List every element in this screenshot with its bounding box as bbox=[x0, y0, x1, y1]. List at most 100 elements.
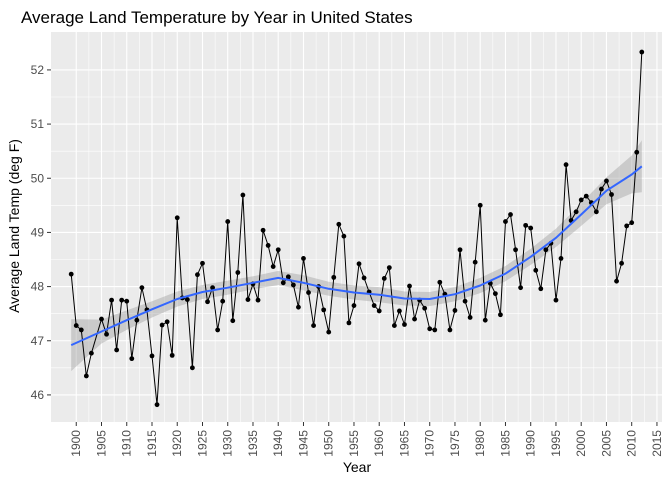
data-point bbox=[639, 49, 645, 55]
data-point bbox=[523, 222, 529, 228]
data-point bbox=[407, 283, 412, 289]
data-point bbox=[619, 260, 625, 266]
data-point bbox=[306, 290, 311, 295]
data-point bbox=[255, 297, 261, 303]
data-point bbox=[437, 279, 443, 285]
data-point bbox=[124, 298, 130, 304]
data-point bbox=[624, 223, 630, 229]
data-point bbox=[230, 318, 236, 324]
data-point bbox=[609, 192, 614, 197]
x-tick-label: 2015 bbox=[650, 430, 664, 457]
data-point bbox=[174, 215, 180, 221]
data-point bbox=[361, 275, 367, 281]
data-point bbox=[503, 219, 508, 224]
y-axis-title: Average Land Temp (deg F) bbox=[6, 139, 22, 313]
data-point bbox=[210, 285, 215, 291]
y-tick-label: 51 bbox=[31, 117, 45, 131]
y-tick-label: 46 bbox=[31, 388, 45, 402]
data-point bbox=[477, 202, 483, 208]
data-point bbox=[114, 347, 120, 353]
data-point bbox=[563, 162, 569, 168]
x-tick-label: 1910 bbox=[120, 430, 134, 457]
data-point bbox=[371, 303, 377, 308]
data-point bbox=[518, 285, 524, 291]
data-point bbox=[432, 327, 438, 333]
x-tick-label: 1945 bbox=[296, 430, 310, 457]
data-point bbox=[543, 247, 549, 253]
data-point bbox=[412, 316, 417, 322]
x-tick-label: 1900 bbox=[69, 430, 83, 457]
data-point bbox=[427, 326, 433, 332]
data-point bbox=[513, 247, 518, 253]
data-point bbox=[573, 209, 579, 215]
data-point bbox=[341, 233, 347, 239]
data-point bbox=[200, 260, 205, 266]
data-point bbox=[225, 219, 231, 224]
data-point bbox=[492, 291, 498, 297]
x-axis-title: Year bbox=[343, 459, 372, 475]
data-point bbox=[184, 297, 190, 302]
data-point bbox=[422, 305, 428, 311]
y-tick-label: 49 bbox=[31, 225, 45, 239]
data-point bbox=[482, 317, 488, 323]
data-point bbox=[457, 247, 463, 253]
chart-title: Average Land Temperature by Year in Unit… bbox=[21, 8, 413, 27]
data-point bbox=[235, 270, 241, 275]
data-point bbox=[498, 312, 503, 318]
data-point bbox=[467, 315, 473, 320]
x-tick-label: 2005 bbox=[599, 430, 613, 457]
data-point bbox=[245, 297, 251, 302]
data-point bbox=[78, 327, 84, 333]
smooth-trend-layer bbox=[70, 165, 643, 347]
data-point bbox=[149, 353, 155, 359]
x-tick-label: 1925 bbox=[195, 430, 209, 457]
data-point bbox=[508, 212, 513, 217]
data-point bbox=[351, 303, 357, 308]
data-point bbox=[154, 402, 160, 408]
data-point bbox=[129, 356, 135, 362]
data-point bbox=[88, 350, 94, 356]
minor-gridlines bbox=[51, 32, 662, 422]
data-point bbox=[104, 331, 109, 337]
data-point bbox=[301, 256, 306, 261]
x-tick-label: 1955 bbox=[347, 430, 361, 457]
y-tick-label: 47 bbox=[31, 334, 45, 348]
x-tick-label: 1985 bbox=[498, 430, 512, 457]
data-point bbox=[599, 186, 604, 192]
x-tick-label: 1940 bbox=[271, 430, 285, 457]
data-point bbox=[134, 317, 140, 323]
data-point bbox=[381, 276, 387, 281]
data-point bbox=[296, 304, 301, 310]
data-point bbox=[634, 149, 640, 155]
data-point bbox=[376, 308, 382, 314]
data-point bbox=[195, 272, 200, 278]
data-point bbox=[452, 308, 458, 313]
x-tick-label: 1905 bbox=[94, 430, 108, 457]
x-tick-label: 1960 bbox=[372, 430, 386, 457]
y-tick-label: 52 bbox=[31, 63, 45, 77]
y-axis: 46 47 48 49 50 51 52 bbox=[31, 63, 51, 402]
data-point bbox=[604, 178, 609, 184]
data-point bbox=[553, 297, 559, 303]
x-tick-label: 2010 bbox=[625, 430, 639, 457]
data-point bbox=[169, 352, 175, 358]
data-point bbox=[270, 264, 276, 269]
data-point bbox=[159, 322, 165, 328]
x-tick-label: 1935 bbox=[246, 430, 260, 457]
data-point bbox=[164, 319, 170, 325]
x-tick-label: 1995 bbox=[549, 430, 563, 457]
data-point bbox=[558, 256, 564, 261]
data-point bbox=[265, 243, 271, 248]
data-point bbox=[275, 247, 281, 253]
confidence-ribbon bbox=[71, 140, 642, 372]
data-point bbox=[240, 192, 246, 198]
x-tick-label: 1915 bbox=[145, 430, 159, 457]
data-point bbox=[290, 282, 296, 288]
data-point bbox=[83, 373, 89, 379]
data-point bbox=[119, 297, 125, 303]
x-tick-label: 1970 bbox=[423, 430, 437, 457]
data-point bbox=[386, 265, 392, 271]
data-point bbox=[356, 261, 362, 267]
major-gridlines bbox=[51, 32, 662, 422]
